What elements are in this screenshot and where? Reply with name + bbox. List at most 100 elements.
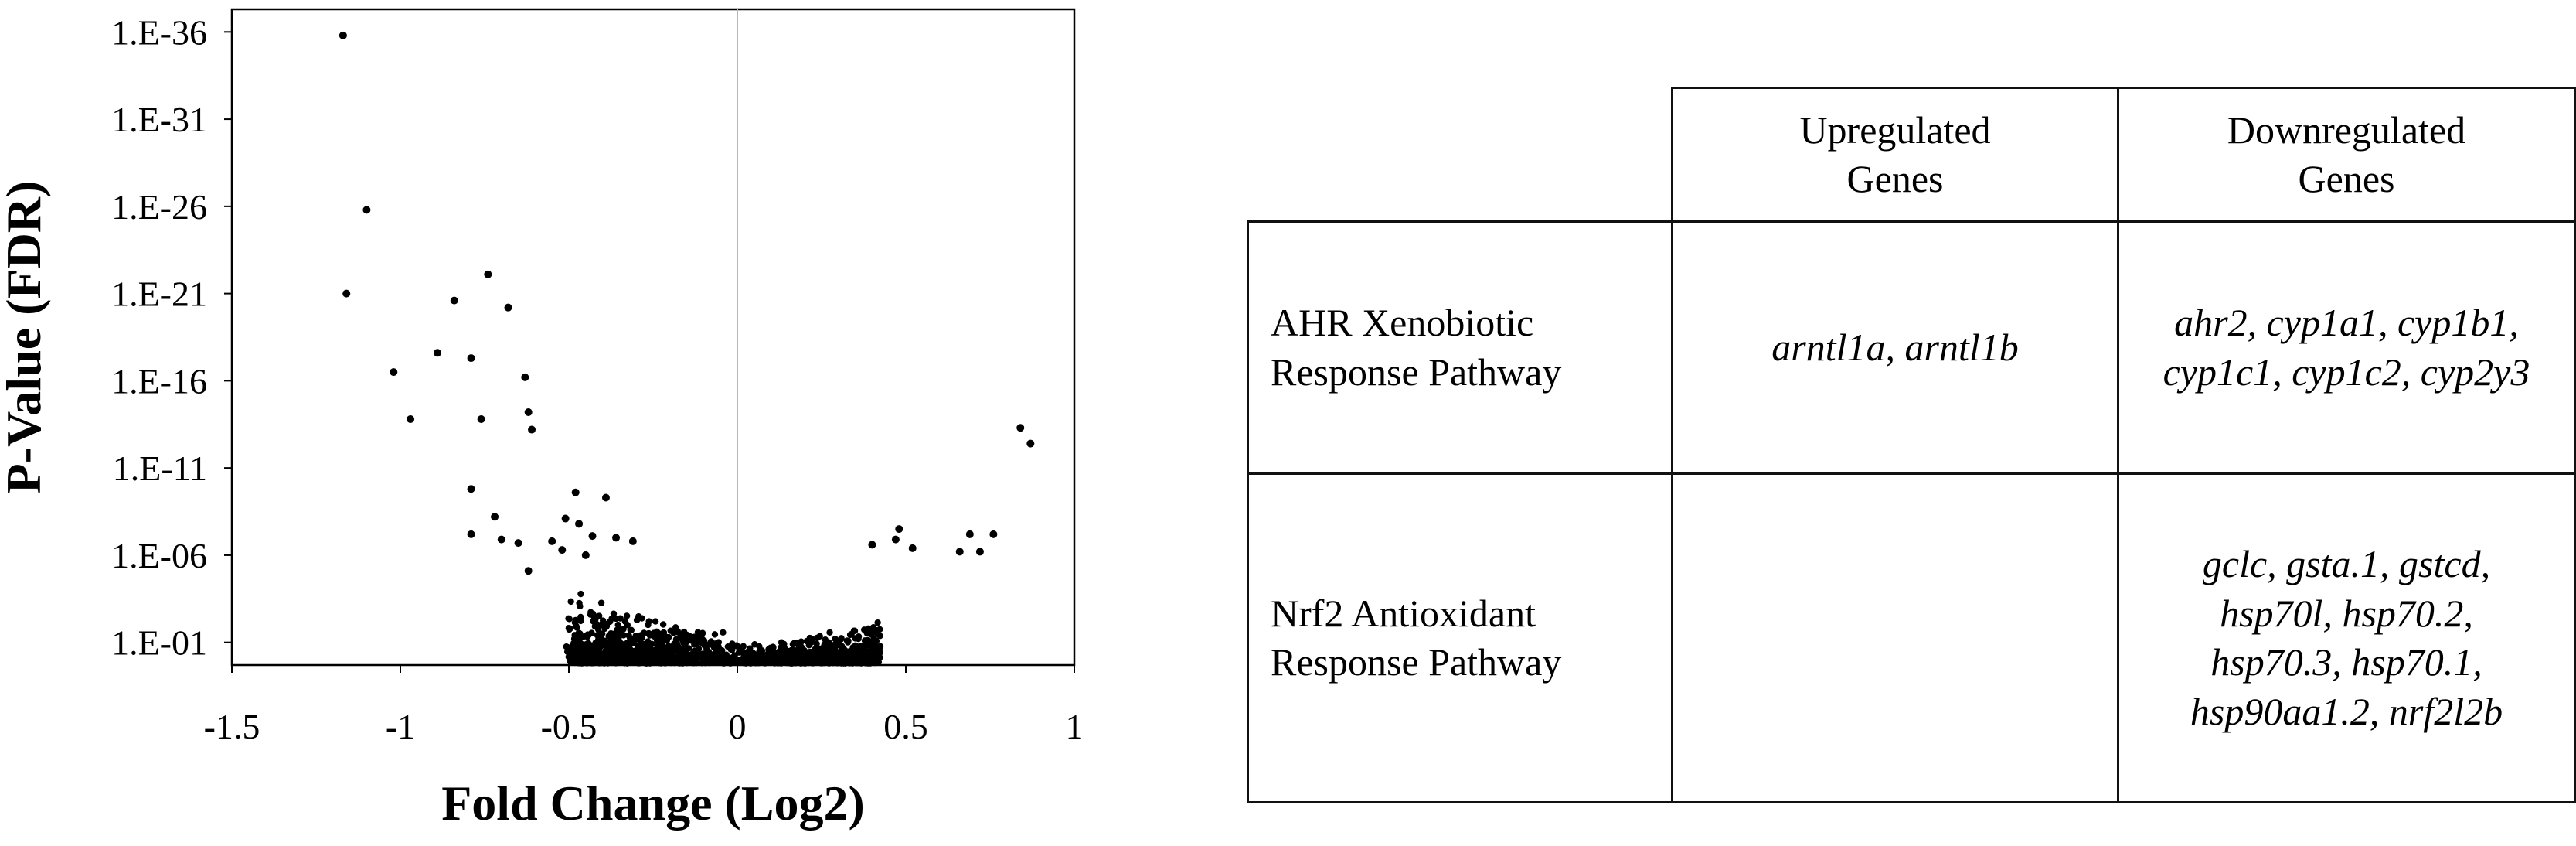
data-point: [497, 535, 505, 544]
background-point: [593, 647, 601, 655]
background-point: [641, 659, 648, 667]
background-point: [566, 626, 573, 633]
gene-table-container: Upregulated Genes Downregulated Genes AH…: [1247, 87, 2576, 803]
y-axis: 1.E-36 1.E-31 1.E-26 1.E-21 1.E-16 1.E-11 1.E-…: [111, 12, 232, 663]
background-point: [652, 618, 659, 625]
background-point: [625, 632, 632, 639]
background-point: [617, 643, 624, 650]
background-point: [803, 637, 811, 645]
x-tick-label: -0.5: [541, 707, 597, 746]
gene-table: Upregulated Genes Downregulated Genes AH…: [1247, 87, 2576, 803]
background-point: [822, 636, 829, 643]
background-point: [577, 590, 584, 598]
background-point: [831, 659, 838, 666]
background-point: [657, 639, 665, 646]
x-axis: -1.5 -1 -0.5 0 0.5 1: [204, 665, 1084, 746]
background-point: [740, 643, 747, 650]
background-point: [646, 660, 654, 667]
y-tick-label: 1.E-26: [111, 187, 207, 227]
data-point: [895, 525, 903, 534]
x-tick-label: -1: [386, 707, 415, 746]
background-point: [611, 640, 618, 646]
background-point: [737, 648, 744, 655]
data-point: [362, 206, 371, 214]
background-point: [628, 626, 635, 633]
background-point: [573, 624, 580, 631]
background-point: [570, 640, 577, 646]
table-row: AHR Xenobiotic Response Pathway arntl1a,…: [1247, 220, 2576, 475]
background-point: [788, 646, 796, 653]
background-point: [635, 645, 642, 652]
background-point: [858, 643, 865, 650]
background-point: [707, 659, 715, 666]
data-point: [891, 535, 900, 544]
data-point: [339, 31, 347, 39]
background-point: [695, 645, 703, 653]
data-point: [390, 368, 398, 377]
background-point: [624, 622, 631, 629]
data-point: [908, 544, 917, 552]
background-point: [845, 637, 852, 644]
background-point: [597, 599, 605, 606]
background-point: [623, 656, 630, 663]
background-point: [864, 636, 872, 644]
background-point: [857, 653, 865, 660]
data-point: [467, 530, 475, 538]
background-point: [772, 656, 780, 663]
data-point: [467, 354, 475, 363]
background-point: [816, 633, 823, 640]
background-point: [848, 649, 855, 657]
data-point: [989, 530, 998, 538]
background-point: [638, 633, 646, 641]
background-point: [585, 631, 592, 639]
background-point: [649, 652, 656, 660]
background-point: [837, 636, 845, 643]
background-point: [835, 658, 842, 666]
background-point: [594, 621, 601, 628]
x-tick-label: -1.5: [204, 707, 260, 746]
y-tick-label: 1.E-11: [113, 449, 207, 488]
background-point: [715, 639, 723, 646]
background-point: [718, 647, 726, 654]
x-tick-label: 1: [1066, 707, 1084, 746]
background-point: [691, 656, 699, 663]
data-point: [433, 349, 441, 357]
y-axis-title: P-Value (FDR): [0, 181, 51, 494]
background-point: [571, 648, 578, 655]
background-point: [659, 621, 667, 628]
background-point: [674, 629, 682, 636]
data-points: [339, 31, 1035, 575]
background-point: [589, 610, 597, 617]
data-point: [524, 408, 533, 416]
background-point: [577, 613, 584, 621]
downregulated-genes: gclc, gsta.1, gstcd, hsp70l, hsp70.2, hs…: [2117, 472, 2576, 803]
background-point: [731, 652, 738, 659]
background-point: [610, 610, 618, 617]
background-point: [645, 621, 652, 629]
background-point: [623, 612, 631, 619]
background-point: [653, 645, 660, 653]
y-tick-label: 1.E-01: [111, 623, 207, 663]
background-point: [832, 651, 839, 658]
data-point: [450, 296, 458, 305]
table-corner-cell: [1247, 87, 1673, 223]
background-point: [876, 626, 883, 633]
background-point: [700, 637, 708, 644]
data-point: [491, 513, 499, 521]
background-point: [757, 647, 765, 655]
background-point: [849, 643, 856, 651]
background-point: [790, 659, 797, 667]
data-point: [521, 373, 529, 381]
background-point: [767, 658, 774, 666]
y-tick-label: 1.E-16: [111, 361, 207, 401]
background-point: [854, 660, 862, 667]
background-point: [683, 659, 690, 667]
background-point: [605, 643, 612, 650]
background-point: [668, 654, 675, 661]
background-point: [661, 659, 669, 666]
background-point: [620, 632, 628, 639]
background-point: [599, 650, 606, 657]
pathway-label: Nrf2 Antioxidant Response Pathway: [1247, 472, 1673, 803]
background-point: [570, 657, 577, 664]
data-point: [514, 539, 522, 548]
